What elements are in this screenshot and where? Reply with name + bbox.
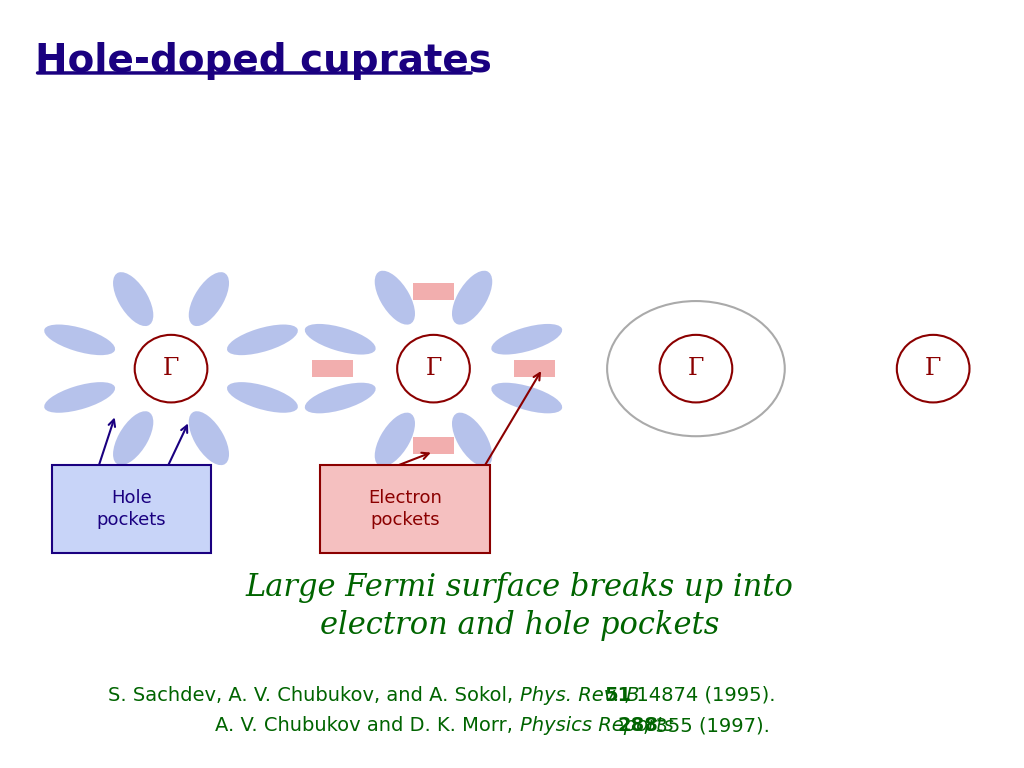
Ellipse shape	[375, 412, 415, 467]
Text: 51: 51	[604, 686, 632, 704]
Text: , 14874 (1995).: , 14874 (1995).	[625, 686, 776, 704]
Ellipse shape	[375, 270, 415, 325]
Ellipse shape	[227, 325, 298, 355]
Text: electron and hole pockets: electron and hole pockets	[319, 611, 719, 641]
Ellipse shape	[492, 382, 562, 413]
Ellipse shape	[188, 411, 229, 465]
Text: , 355 (1997).: , 355 (1997).	[643, 717, 770, 735]
Text: Hole-doped cuprates: Hole-doped cuprates	[35, 42, 492, 80]
Ellipse shape	[452, 412, 493, 467]
Ellipse shape	[305, 324, 376, 355]
Ellipse shape	[188, 272, 229, 326]
Text: 288: 288	[617, 717, 658, 735]
Text: Γ: Γ	[688, 357, 705, 380]
Text: A. V. Chubukov and D. K. Morr,: A. V. Chubukov and D. K. Morr,	[215, 717, 519, 735]
Bar	[312, 360, 352, 377]
Ellipse shape	[44, 325, 115, 355]
Bar	[514, 360, 555, 377]
Ellipse shape	[397, 335, 470, 402]
Text: Hole
pockets: Hole pockets	[97, 489, 167, 529]
Text: Γ: Γ	[925, 357, 941, 380]
FancyBboxPatch shape	[52, 465, 211, 553]
Ellipse shape	[897, 335, 970, 402]
Ellipse shape	[659, 335, 732, 402]
Ellipse shape	[113, 411, 154, 465]
Ellipse shape	[452, 270, 493, 325]
Text: Phys. Rev. B: Phys. Rev. B	[520, 686, 646, 704]
Ellipse shape	[305, 382, 376, 413]
Text: Γ: Γ	[425, 357, 441, 380]
Text: S. Sachdev, A. V. Chubukov, and A. Sokol,: S. Sachdev, A. V. Chubukov, and A. Sokol…	[108, 686, 519, 704]
Ellipse shape	[135, 335, 208, 402]
Text: Physics Reports: Physics Reports	[520, 717, 680, 735]
Ellipse shape	[44, 382, 115, 412]
Bar	[414, 437, 454, 454]
Text: Electron
pockets: Electron pockets	[369, 489, 442, 529]
Ellipse shape	[113, 272, 154, 326]
Text: Γ: Γ	[163, 357, 179, 380]
FancyBboxPatch shape	[321, 465, 490, 553]
Text: Large Fermi surface breaks up into: Large Fermi surface breaks up into	[246, 572, 794, 603]
Ellipse shape	[227, 382, 298, 412]
Ellipse shape	[492, 324, 562, 355]
Bar	[414, 283, 454, 300]
